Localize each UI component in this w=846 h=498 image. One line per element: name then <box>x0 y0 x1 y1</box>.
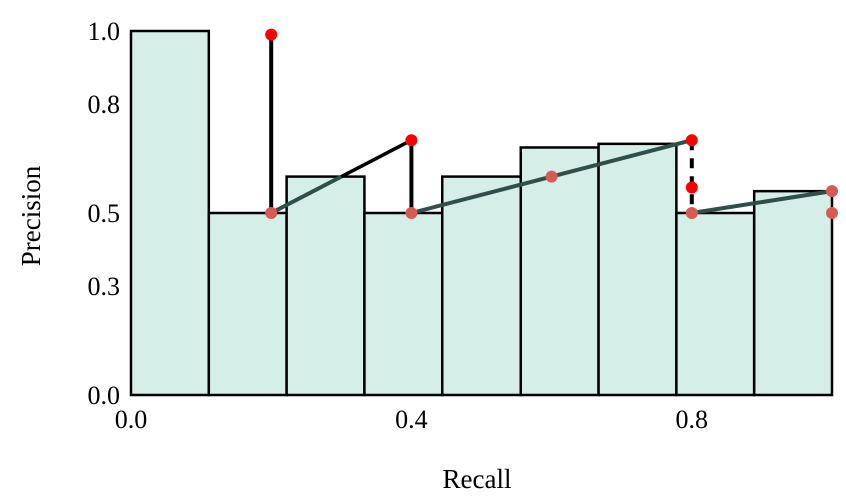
interpolated-point-0 <box>265 207 278 219</box>
bar-7 <box>675 211 756 397</box>
interpolated-point-2 <box>545 170 558 183</box>
y-tick-label-0: 0.0 <box>88 381 121 410</box>
interpolated-line-0 <box>270 174 343 215</box>
y-tick-label-2: 0.5 <box>88 199 121 228</box>
x-axis-label: Recall <box>443 464 512 494</box>
bar-3 <box>363 211 444 397</box>
bar-5 <box>519 146 600 397</box>
precision-point-2 <box>685 134 698 147</box>
interpolated-point-4 <box>826 185 838 198</box>
bar-2 <box>285 175 366 397</box>
bar-1 <box>207 211 288 397</box>
x-tick-label-1: 0.4 <box>395 405 428 434</box>
y-tick-label-1: 0.3 <box>88 272 121 301</box>
y-axis-label: Precision <box>16 165 46 266</box>
interpolated-point-1 <box>405 207 418 219</box>
y-tick-label-3: 0.8 <box>88 90 121 119</box>
bar-8 <box>752 189 834 397</box>
bar-0 <box>129 29 211 397</box>
interpolated-point-3 <box>685 207 698 219</box>
precision-point-1 <box>405 134 418 147</box>
y-tick-label-4: 1.0 <box>88 17 121 46</box>
bars-layer <box>129 29 834 397</box>
interpolated-point-5 <box>826 207 838 219</box>
precision-point-3 <box>685 181 698 194</box>
y-tick-labels: 0.0 0.3 0.5 0.8 1.0 <box>88 17 121 410</box>
bar-6 <box>597 142 678 397</box>
bar-4 <box>440 175 523 397</box>
precision-point-0 <box>265 28 278 41</box>
x-tick-label-0: 0.0 <box>115 405 148 434</box>
x-tick-label-2: 0.8 <box>676 405 709 434</box>
points-layer <box>265 28 838 219</box>
interpolated-line-2 <box>691 189 833 215</box>
x-tick-labels: 0.0 0.4 0.8 <box>115 405 708 434</box>
